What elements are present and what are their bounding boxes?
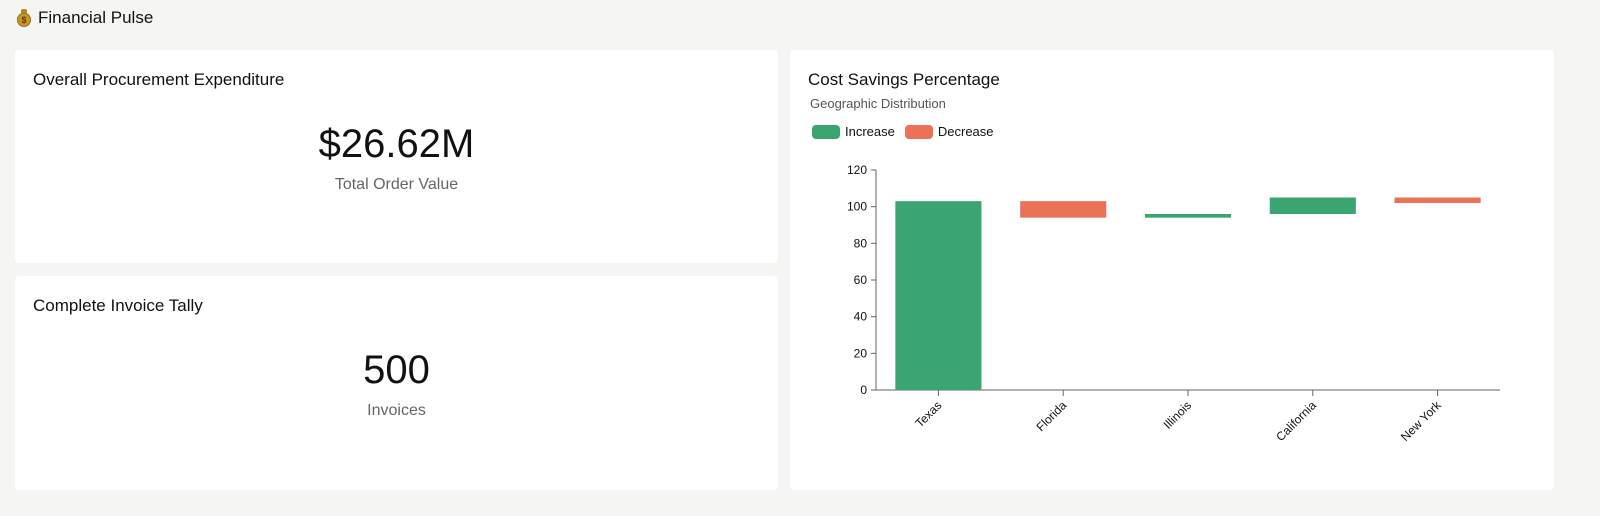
- legend-item-increase[interactable]: Increase: [812, 124, 895, 139]
- savings-card-title: Cost Savings Percentage: [808, 70, 1000, 89]
- bar-illinois[interactable]: [1144, 214, 1232, 218]
- y-tick-label: 20: [854, 346, 868, 360]
- invoice-card: Complete Invoice Tally 500 Invoices: [15, 276, 778, 490]
- x-tick-label: Illinois: [1161, 398, 1194, 431]
- expenditure-card-title: Overall Procurement Expenditure: [33, 70, 285, 89]
- app-header: $ Financial Pulse: [16, 6, 153, 30]
- x-tick-label: New York: [1398, 398, 1444, 444]
- bar-florida[interactable]: [1020, 201, 1107, 218]
- chart-legend: Increase Decrease: [812, 124, 1004, 139]
- y-tick-label: 0: [860, 383, 867, 397]
- legend-label-increase: Increase: [845, 124, 895, 139]
- expenditure-value: $26.62M: [318, 122, 475, 166]
- invoice-value: 500: [363, 348, 430, 392]
- expenditure-card: Overall Procurement Expenditure $26.62M …: [15, 50, 778, 263]
- legend-swatch-decrease: [904, 124, 933, 139]
- bar-california[interactable]: [1269, 197, 1356, 215]
- savings-card: Cost Savings Percentage Geographic Distr…: [790, 50, 1554, 490]
- x-tick-label: California: [1273, 398, 1319, 444]
- expenditure-label: Total Order Value: [334, 176, 459, 193]
- x-tick-label: Texas: [912, 398, 944, 430]
- bar-new-york[interactable]: [1394, 197, 1481, 204]
- legend-item-decrease[interactable]: Decrease: [904, 124, 994, 139]
- x-tick-label: Florida: [1033, 398, 1069, 434]
- money-bag-icon: $: [16, 9, 32, 27]
- chart-subtitle: Geographic Distribution: [810, 96, 946, 111]
- invoice-card-title: Complete Invoice Tally: [33, 296, 203, 315]
- y-tick-label: 60: [854, 273, 868, 287]
- legend-swatch-increase: [812, 124, 840, 139]
- app-title: Financial Pulse: [38, 8, 154, 27]
- y-tick-label: 80: [854, 236, 868, 250]
- waterfall-chart: 0 20 40 60 80 100 120 Texas Florida Illinois Calif…: [847, 163, 1500, 444]
- bar-texas[interactable]: [895, 201, 982, 390]
- y-tick-label: 100: [847, 200, 867, 214]
- legend-label-decrease: Decrease: [937, 124, 994, 139]
- y-tick-label: 120: [847, 163, 867, 177]
- invoice-label: Invoices: [367, 402, 426, 419]
- y-tick-label: 40: [854, 310, 868, 324]
